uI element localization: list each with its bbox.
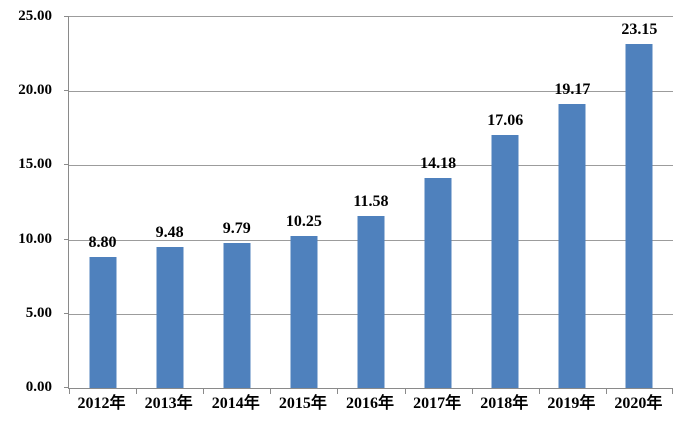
y-axis-label: 5.00 — [25, 304, 52, 321]
y-axis-tick — [64, 238, 69, 240]
y-axis-label: 15.00 — [18, 156, 52, 173]
gridline — [69, 165, 673, 167]
bar-value-label: 9.48 — [155, 224, 184, 242]
x-axis-labels: 2012年 2013年 2014年 2015年 2016年 2017年 2018年 2019年… — [68, 394, 672, 413]
y-axis-label: 0.00 — [25, 379, 52, 396]
y-axis-tick — [64, 312, 69, 314]
x-axis-label: 2018年 — [480, 395, 529, 412]
bar-slot: 19.17 — [539, 17, 606, 388]
bar-value-label: 23.15 — [621, 21, 658, 39]
bar — [625, 44, 653, 388]
y-axis-label: 25.00 — [18, 8, 52, 25]
x-axis-tick — [337, 389, 339, 394]
bar-slot: 9.48 — [136, 17, 203, 388]
bar-slot: 9.79 — [203, 17, 270, 388]
bar — [89, 257, 117, 388]
bar — [223, 242, 251, 388]
x-axis-label: 2014年 — [211, 395, 260, 412]
gridline — [69, 91, 673, 93]
x-axis-tick — [538, 389, 540, 394]
bar-value-label: 19.17 — [554, 80, 591, 98]
bar — [357, 216, 385, 388]
bar-slot: 8.80 — [69, 17, 136, 388]
bar-value-label: 14.18 — [420, 154, 457, 172]
y-axis-tick — [64, 387, 69, 388]
y-axis-tick — [64, 90, 69, 92]
bar-value-label: 9.79 — [222, 219, 251, 237]
bar-value-label: 10.25 — [285, 212, 322, 230]
x-axis-label: 2020年 — [614, 395, 663, 412]
bar — [558, 103, 586, 388]
x-axis-label: 2013年 — [144, 395, 193, 412]
x-axis-label: 2017年 — [413, 395, 462, 412]
x-axis-tick — [69, 389, 70, 394]
bar-value-label: 11.58 — [353, 193, 389, 211]
x-axis-tick — [605, 389, 607, 394]
gridline — [69, 16, 673, 17]
x-axis-tick — [672, 389, 673, 394]
x-axis-label: 2016年 — [345, 395, 394, 412]
x-axis-tick — [471, 389, 473, 394]
x-axis-label: 2019年 — [547, 395, 596, 412]
y-axis-tick — [64, 164, 69, 166]
y-axis-tick — [64, 16, 69, 17]
y-axis-label: 10.00 — [18, 230, 52, 247]
bars-row: 8.80 9.48 9.79 10.25 11.58 14.18 17.06 19.17 23.… — [69, 17, 673, 388]
x-axis-tick — [203, 389, 205, 394]
bar-slot: 17.06 — [472, 17, 539, 388]
bar — [424, 177, 452, 388]
bar — [491, 134, 519, 388]
bar-value-label: 17.06 — [487, 111, 524, 129]
bar-value-label: 8.80 — [88, 234, 117, 252]
x-axis-tick — [270, 389, 272, 394]
x-axis-label: 2015年 — [278, 395, 327, 412]
y-axis-label: 20.00 — [18, 82, 52, 99]
bar-slot: 14.18 — [405, 17, 472, 388]
bar-slot: 10.25 — [270, 17, 337, 388]
plot-area: 8.80 9.48 9.79 10.25 11.58 14.18 17.06 19.17 23.… — [18, 9, 673, 395]
bar-slot: 11.58 — [337, 17, 404, 388]
bar-slot: 23.15 — [606, 17, 673, 388]
x-axis-tick — [404, 389, 406, 394]
bar — [290, 235, 318, 388]
x-axis-label: 2012年 — [77, 395, 126, 412]
x-axis-tick — [136, 389, 138, 394]
bar — [156, 247, 184, 388]
